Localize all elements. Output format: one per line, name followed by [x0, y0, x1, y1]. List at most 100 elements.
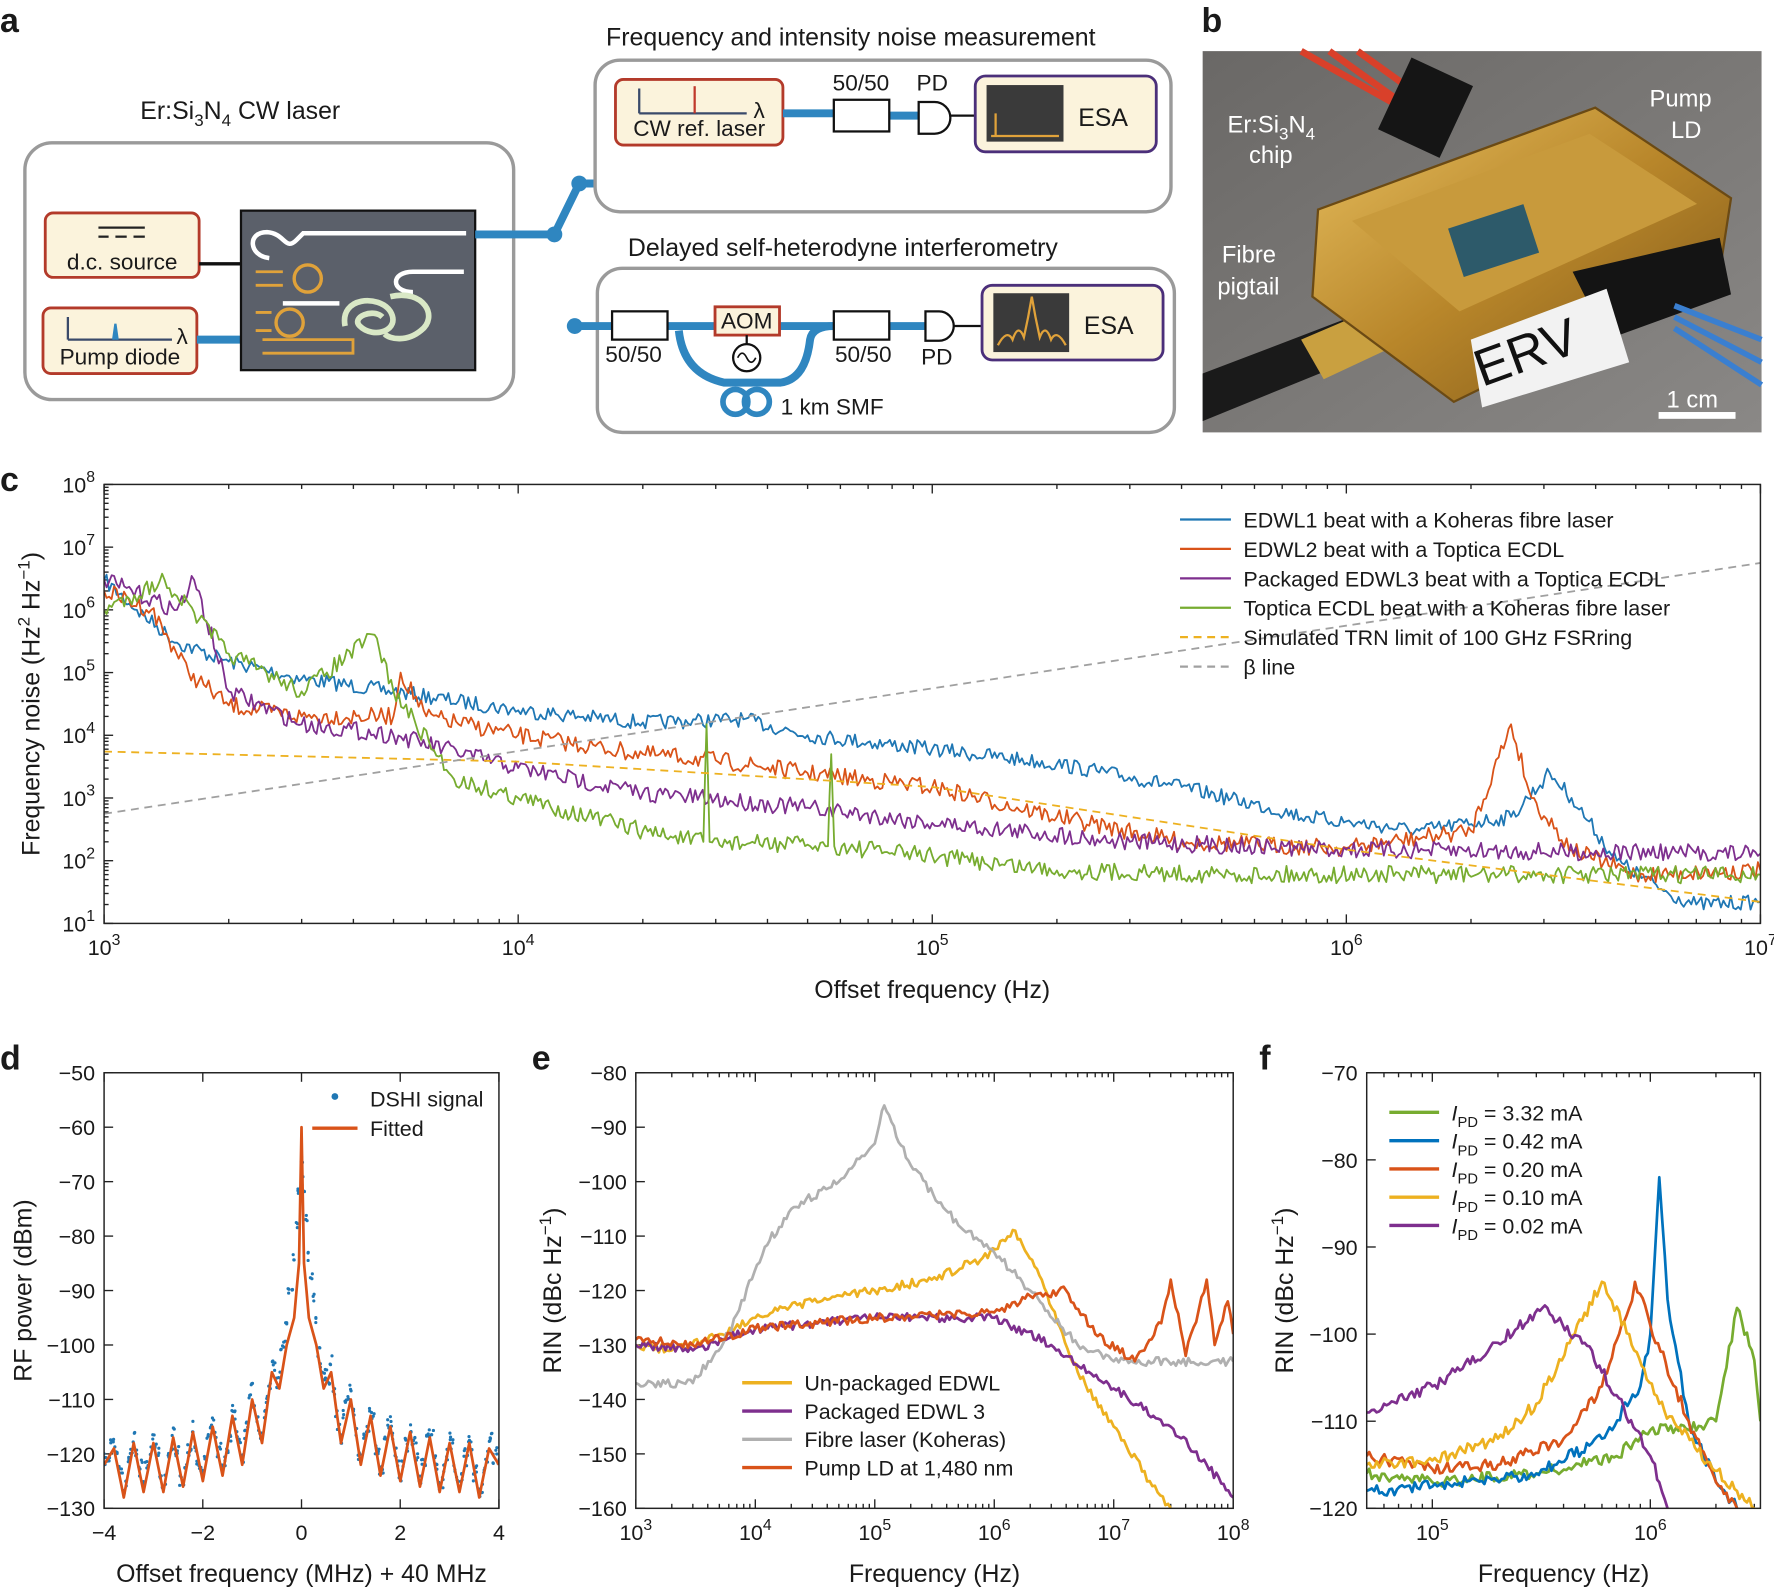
- data-point: [271, 1363, 275, 1367]
- data-point: [305, 1219, 309, 1223]
- data-point: [416, 1455, 420, 1460]
- series-group: [104, 562, 1761, 911]
- panel-label-c: c: [0, 461, 19, 499]
- data-point: [328, 1362, 332, 1366]
- coupler-label: 50/50: [605, 342, 662, 367]
- panel-label-f: f: [1259, 1039, 1271, 1077]
- y-tick-label: −90: [590, 1116, 626, 1140]
- dc-source-box: [43, 211, 201, 279]
- data-point: [386, 1423, 390, 1427]
- y-tick-label: 107: [62, 532, 95, 560]
- data-point: [322, 1371, 327, 1375]
- data-point: [475, 1464, 479, 1468]
- coupler-label: 50/50: [833, 71, 890, 96]
- data-point: [330, 1354, 334, 1358]
- data-point: [449, 1435, 453, 1439]
- series-0-20-ma: [1366, 1280, 1739, 1509]
- data-point: [151, 1437, 155, 1441]
- data-point: [318, 1346, 322, 1350]
- y-axis-label: RIN (dBc Hz−1): [536, 1208, 567, 1374]
- lambda-label: λ: [176, 324, 188, 349]
- esa-trace: [996, 296, 1067, 346]
- coupler-50-50: [832, 310, 891, 341]
- data-point: [109, 1441, 113, 1445]
- x-tick-label: 106: [978, 1517, 1011, 1545]
- y-tick-label: −90: [59, 1279, 95, 1303]
- y-tick-label: −110: [1311, 1410, 1358, 1434]
- data-point: [287, 1291, 291, 1295]
- legend-label: DSHI signal: [370, 1088, 483, 1112]
- panel-label-e: e: [532, 1039, 551, 1077]
- y-tick-label: −120: [1309, 1497, 1357, 1521]
- y-tick-label: −110: [580, 1225, 627, 1249]
- data-point: [133, 1430, 137, 1435]
- legend-label: IPD = 3.32 mA: [1452, 1101, 1584, 1131]
- x-tick-label: 107: [1097, 1517, 1130, 1545]
- y-tick-label: −90: [1321, 1236, 1357, 1260]
- x-tick-label: 106: [1330, 932, 1363, 960]
- y-tick-label: 105: [62, 657, 95, 685]
- data-point: [389, 1419, 393, 1424]
- plot-frame: [103, 1072, 500, 1510]
- dc-symbol-icon: [98, 226, 145, 238]
- data-point: [431, 1428, 435, 1433]
- legend-label: EDWL1 beat with a Koheras fibre laser: [1243, 508, 1613, 532]
- y-axis-label: Frequency noise (Hz2 Hz−1): [14, 552, 45, 856]
- data-point: [229, 1439, 233, 1443]
- data-point: [414, 1441, 418, 1445]
- data-point: [377, 1447, 381, 1451]
- data-point: [462, 1449, 466, 1453]
- data-point: [462, 1454, 466, 1458]
- legend-marker: [331, 1093, 339, 1100]
- coupler-label: 50/50: [835, 342, 892, 367]
- y-tick-label: 103: [62, 783, 95, 811]
- data-point: [471, 1479, 475, 1483]
- y-tick-label: −100: [47, 1334, 95, 1358]
- photodetector-icon: [924, 310, 955, 342]
- y-tick-label: 106: [62, 595, 95, 623]
- freq-noise-title: Frequency and intensity noise measuremen…: [606, 23, 1096, 51]
- legend-label: IPD = 0.10 mA: [1452, 1186, 1584, 1216]
- y-tick-label: −80: [590, 1062, 626, 1086]
- data-point: [426, 1432, 430, 1436]
- y-tick-label: 101: [62, 908, 95, 936]
- series-pump-ld-at-1-480-nm: [635, 1278, 1234, 1363]
- data-point: [325, 1368, 329, 1372]
- data-point: [489, 1432, 494, 1436]
- data-point: [382, 1437, 386, 1441]
- y-tick-label: −120: [47, 1443, 95, 1467]
- x-tick-label: 106: [1634, 1517, 1667, 1545]
- y-tick-label: −150: [578, 1443, 626, 1467]
- data-point: [104, 1455, 108, 1460]
- x-tick-label: 104: [739, 1517, 772, 1545]
- scale-bar-label: 1 cm: [1667, 387, 1718, 414]
- esa-screen-icon: [986, 85, 1064, 142]
- fibre-pigtail-label-2: pigtail: [1217, 273, 1279, 300]
- data-point: [152, 1433, 156, 1437]
- data-point: [348, 1387, 353, 1391]
- data-point: [341, 1408, 345, 1413]
- fibre-coil-icon: [720, 386, 773, 418]
- legend-label: EDWL2 beat with a Toptica ECDL: [1243, 538, 1564, 562]
- data-point: [346, 1394, 350, 1399]
- data-point: [295, 1222, 300, 1226]
- fibre-connector: [571, 175, 588, 192]
- data-point: [291, 1253, 295, 1257]
- series-group: [104, 1125, 499, 1499]
- spectrum-axes-icon: [66, 316, 172, 341]
- x-tick-label: 0: [296, 1521, 308, 1545]
- y-tick-label: −70: [1321, 1062, 1357, 1086]
- x-axis-label: Frequency (Hz): [1478, 1560, 1649, 1588]
- panel-label-d: d: [0, 1039, 21, 1077]
- data-point: [367, 1406, 372, 1411]
- pump-diode-label: Pump diode: [60, 345, 181, 370]
- x-axis-label: Frequency (Hz): [849, 1560, 1020, 1588]
- data-point: [202, 1454, 206, 1458]
- laser-title: Er:Si3N4 CW laser: [140, 97, 340, 130]
- legend-label: Fitted: [370, 1117, 424, 1141]
- data-point: [420, 1458, 424, 1462]
- data-point: [111, 1440, 115, 1444]
- esa-label: ESA: [1084, 312, 1134, 340]
- data-point: [205, 1436, 209, 1440]
- data-point: [312, 1299, 316, 1303]
